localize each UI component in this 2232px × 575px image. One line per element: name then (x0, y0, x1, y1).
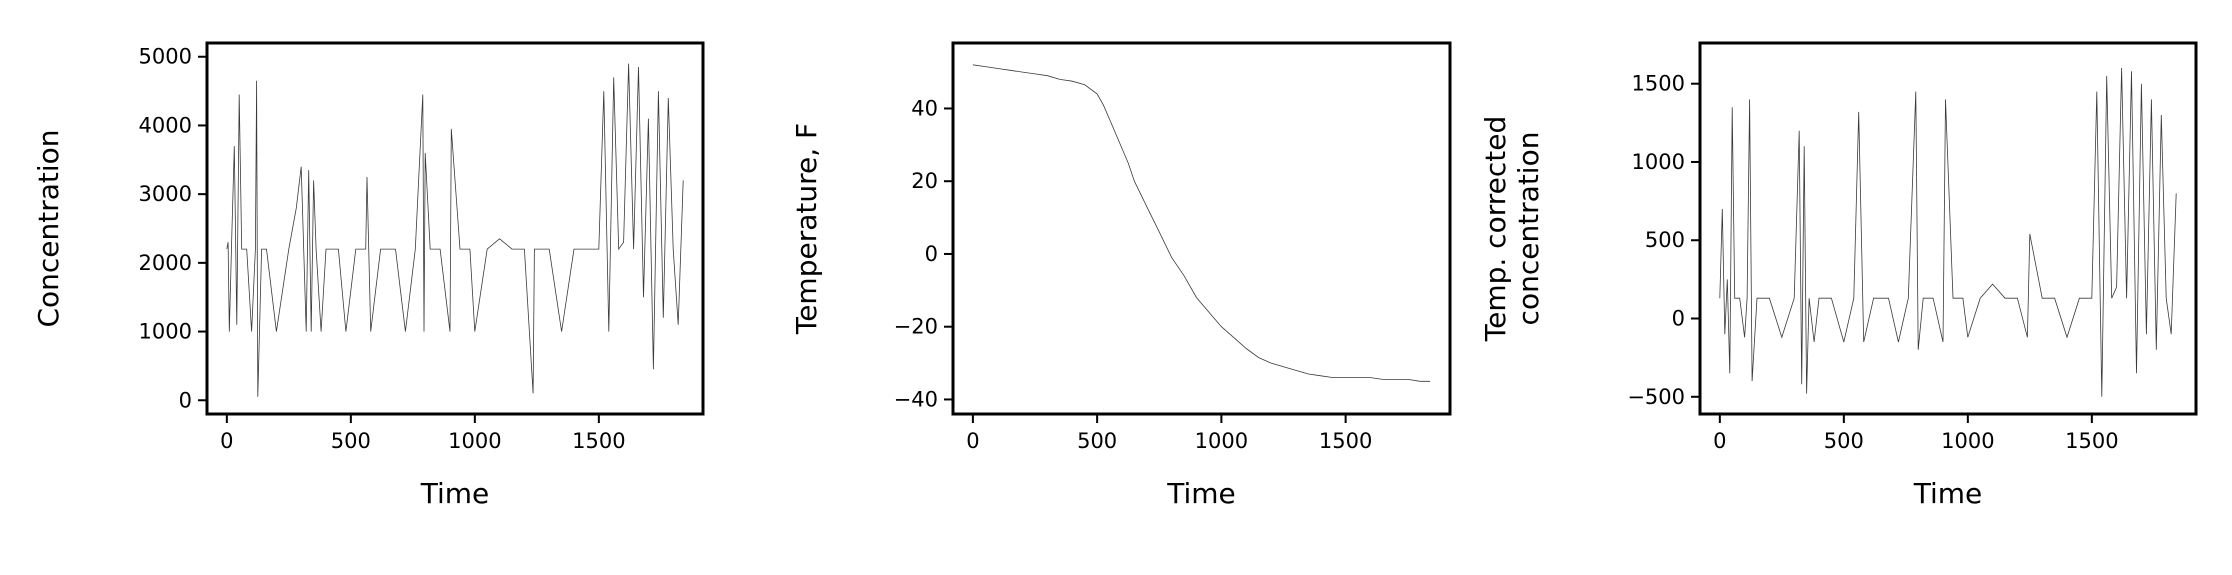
series-line (227, 64, 683, 397)
x-tick-label: 0 (1713, 429, 1726, 453)
chart-panel-2: 0 500 1000 1500 −40 −20 0 20 40 Time Temperature, … (790, 43, 1450, 510)
y-tick-label: 0 (179, 388, 192, 412)
y-tick-label: 0 (925, 242, 938, 266)
y-tick-label: 4000 (139, 113, 192, 137)
x-axis-label: Time (420, 477, 490, 510)
x-tick-label: 500 (1077, 429, 1117, 453)
y-tick-label: 3000 (139, 182, 192, 206)
x-tick-label: 0 (966, 429, 979, 453)
plot-frame (1700, 43, 2196, 414)
series-line (973, 65, 1430, 382)
x-tick-label: 0 (220, 429, 233, 453)
chart-panel-3: 0 500 1000 1500 −500 0 500 1000 1500 Time Temp. co… (1479, 43, 2196, 510)
y-tick-label: 5000 (139, 45, 192, 69)
x-tick-label: 1500 (2065, 429, 2118, 453)
y-tick-label: 1500 (1632, 72, 1685, 96)
x-axis-label: Time (1913, 477, 1983, 510)
plot-frame (207, 43, 703, 414)
y-axis-label: Concentration (32, 129, 65, 327)
y-tick-label: −500 (1627, 385, 1685, 409)
y-axis-label: Temperature, F (790, 123, 823, 335)
y-tick-label: 40 (911, 96, 938, 120)
y-tick-label: 1000 (1632, 150, 1685, 174)
x-tick-label: 1000 (1195, 429, 1248, 453)
y-tick-label: −20 (894, 315, 938, 339)
x-tick-label: 500 (1824, 429, 1864, 453)
x-tick-label: 1500 (572, 429, 625, 453)
y-tick-label: 500 (1645, 228, 1685, 252)
y-tick-label: 0 (1672, 307, 1685, 331)
x-axis-label: Time (1166, 477, 1236, 510)
y-tick-label: 2000 (139, 251, 192, 275)
x-tick-label: 1500 (1319, 429, 1372, 453)
plot-frame (953, 43, 1450, 414)
y-tick-label: −40 (894, 387, 938, 411)
series-line (1720, 68, 2176, 397)
x-tick-label: 500 (331, 429, 371, 453)
y-tick-label: 20 (911, 169, 938, 193)
y-axis-label: Temp. correctedconcentration (1479, 116, 1545, 342)
x-tick-label: 1000 (1941, 429, 1994, 453)
x-tick-label: 1000 (448, 429, 501, 453)
chart-panel-1: 0 500 1000 1500 0 1000 2000 3000 4000 5000 Time Con… (32, 43, 703, 510)
y-tick-label: 1000 (139, 320, 192, 344)
